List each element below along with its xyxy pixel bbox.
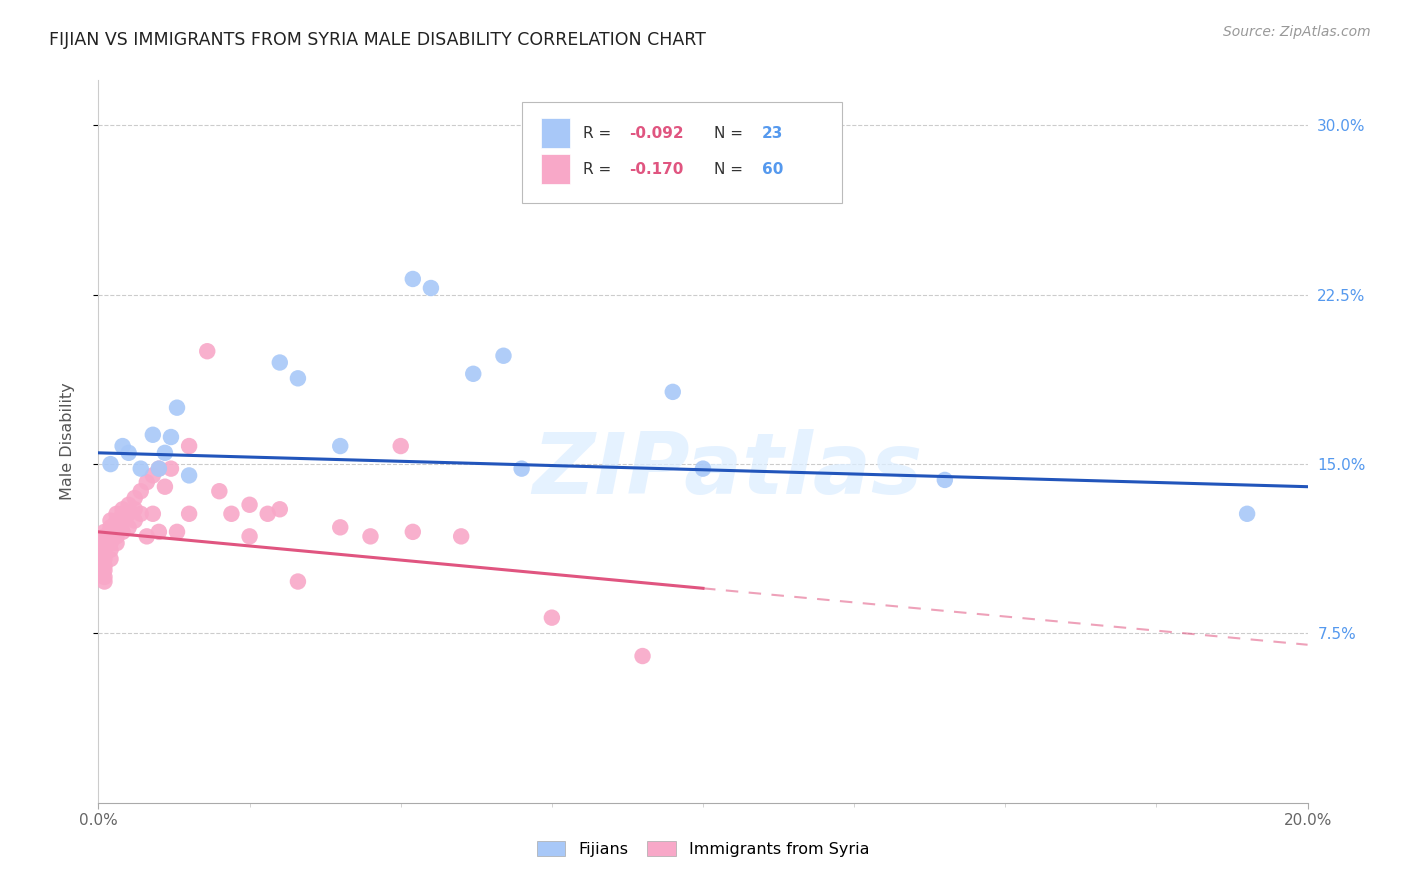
Point: [118, 520, 141, 534]
Point: [100, 529, 122, 543]
Point: [463, 367, 485, 381]
FancyBboxPatch shape: [522, 102, 842, 203]
Point: [100, 552, 122, 566]
Point: [142, 427, 165, 442]
Point: [661, 384, 683, 399]
Point: [93, 570, 115, 584]
Text: R =: R =: [583, 161, 616, 177]
Point: [389, 439, 412, 453]
Point: [118, 446, 141, 460]
Point: [93, 558, 115, 573]
Text: Source: ZipAtlas.com: Source: ZipAtlas.com: [1223, 25, 1371, 39]
Point: [221, 507, 243, 521]
Point: [105, 529, 128, 543]
Point: [402, 524, 425, 539]
Point: [208, 484, 231, 499]
Point: [129, 484, 152, 499]
Point: [153, 480, 176, 494]
Text: -0.170: -0.170: [630, 161, 683, 177]
Text: N =: N =: [714, 161, 748, 177]
Point: [135, 475, 157, 490]
Point: [148, 461, 170, 475]
Point: [93, 552, 115, 566]
Point: [129, 507, 152, 521]
Point: [492, 349, 515, 363]
Point: [179, 468, 201, 483]
Point: [111, 524, 134, 539]
Point: [93, 574, 115, 589]
Point: [148, 524, 170, 539]
Point: [142, 507, 165, 521]
Point: [100, 514, 122, 528]
Point: [111, 507, 134, 521]
Point: [111, 439, 134, 453]
Point: [148, 461, 170, 475]
Point: [510, 461, 533, 475]
Point: [100, 520, 122, 534]
Point: [179, 507, 201, 521]
Point: [934, 473, 956, 487]
Point: [239, 498, 262, 512]
Point: [93, 536, 115, 550]
Point: [166, 524, 188, 539]
Point: [160, 461, 183, 475]
Point: [135, 529, 157, 543]
Point: [631, 648, 654, 663]
Point: [420, 281, 443, 295]
Point: [100, 457, 122, 471]
Point: [93, 548, 115, 562]
Point: [93, 563, 115, 577]
Text: FIJIAN VS IMMIGRANTS FROM SYRIA MALE DISABILITY CORRELATION CHART: FIJIAN VS IMMIGRANTS FROM SYRIA MALE DIS…: [49, 31, 706, 49]
Point: [142, 468, 165, 483]
Point: [118, 507, 141, 521]
Point: [160, 430, 183, 444]
Point: [153, 446, 176, 460]
Point: [329, 520, 352, 534]
Point: [287, 371, 309, 385]
Point: [540, 610, 562, 624]
Text: -0.092: -0.092: [630, 126, 683, 141]
Point: [100, 524, 122, 539]
Point: [100, 536, 122, 550]
Point: [166, 401, 188, 415]
Point: [105, 514, 128, 528]
Point: [111, 502, 134, 516]
Point: [105, 536, 128, 550]
FancyBboxPatch shape: [541, 118, 569, 148]
Text: R =: R =: [583, 126, 616, 141]
Legend: Fijians, Immigrants from Syria: Fijians, Immigrants from Syria: [530, 835, 876, 863]
Point: [124, 502, 146, 516]
Point: [124, 491, 146, 505]
Text: 23: 23: [762, 126, 783, 141]
Point: [1236, 507, 1258, 521]
Point: [239, 529, 262, 543]
Point: [118, 498, 141, 512]
Point: [105, 520, 128, 534]
Y-axis label: Male Disability: Male Disability: [60, 383, 75, 500]
FancyBboxPatch shape: [541, 154, 569, 185]
Point: [105, 507, 128, 521]
Point: [402, 272, 425, 286]
Point: [179, 439, 201, 453]
Point: [111, 514, 134, 528]
Point: [93, 541, 115, 555]
Point: [195, 344, 218, 359]
Point: [269, 502, 291, 516]
Text: 60: 60: [762, 161, 783, 177]
Point: [129, 461, 152, 475]
Text: ZIPatlas: ZIPatlas: [531, 429, 922, 512]
Point: [93, 529, 115, 543]
Point: [100, 542, 122, 557]
Point: [93, 524, 115, 539]
Point: [256, 507, 278, 521]
Point: [287, 574, 309, 589]
Text: N =: N =: [714, 126, 748, 141]
Point: [692, 461, 714, 475]
Point: [269, 355, 291, 369]
Point: [450, 529, 472, 543]
Point: [329, 439, 352, 453]
Point: [124, 514, 146, 528]
Point: [360, 529, 382, 543]
